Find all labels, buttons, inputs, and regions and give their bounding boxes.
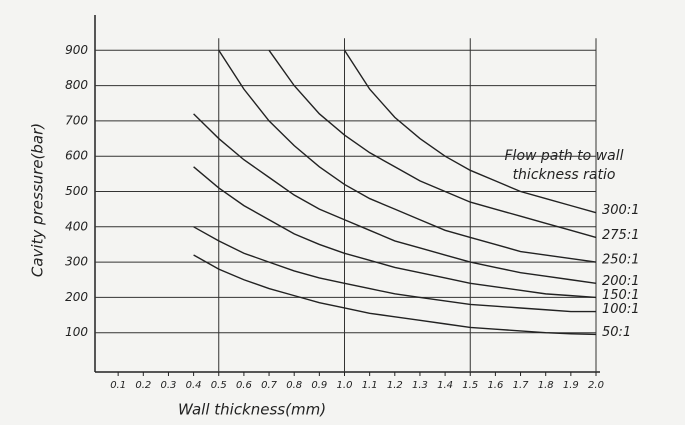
x-tick-label: 0.1: [110, 380, 126, 391]
series-line: [193, 254, 597, 336]
x-tick-label: 2.0: [588, 380, 604, 391]
x-tick-label: 1.9: [563, 380, 579, 391]
x-tick-label: 0.2: [135, 380, 151, 391]
series-label: 300:1: [602, 203, 639, 218]
y-tick-label: 900: [65, 43, 88, 57]
series-label: 250:1: [602, 253, 639, 268]
x-tick-label: 0.3: [160, 380, 176, 391]
y-tick-label: 100: [65, 325, 88, 339]
annotation: thickness ratio: [513, 167, 616, 183]
y-tick-label: 400: [65, 219, 88, 233]
series-label: 275:1: [602, 228, 639, 243]
series-line: [193, 226, 596, 313]
series-line: [193, 166, 597, 299]
series-line: [193, 113, 597, 284]
x-axis-label: Wall thickness(mm): [178, 401, 326, 419]
y-axis-label: Cavity pressure(bar): [29, 123, 47, 277]
series-label: 100:1: [602, 302, 639, 317]
x-tick-label: 0.6: [236, 380, 252, 391]
series-line: [343, 49, 597, 214]
series-label: 150:1: [602, 288, 639, 303]
y-tick-label: 800: [65, 78, 88, 92]
x-tick-label: 1.0: [337, 380, 353, 391]
series-label: 200:1: [602, 274, 639, 289]
x-tick-label: 1.3: [412, 380, 428, 391]
series-line: [218, 49, 597, 263]
x-tick-label: 1.5: [462, 380, 478, 391]
y-tick-label: 200: [65, 290, 88, 304]
x-tick-label: 0.7: [261, 380, 278, 391]
x-tick-label: 1.4: [437, 380, 453, 391]
y-tick-label: 500: [65, 184, 88, 198]
x-tick-label: 0.8: [286, 380, 302, 391]
y-tick-label: 600: [65, 149, 88, 163]
x-tick-label: 1.1: [362, 380, 378, 391]
x-tick-label: 1.6: [487, 380, 503, 391]
x-tick-label: 1.8: [538, 380, 554, 391]
x-tick-label: 0.4: [186, 380, 202, 391]
series-line: [268, 49, 597, 239]
x-tick-label: 0.9: [311, 380, 327, 391]
x-tick-label: 0.5: [211, 380, 227, 391]
y-tick-label: 700: [65, 113, 88, 127]
series-label: 50:1: [602, 325, 631, 340]
x-tick-label: 1.7: [513, 380, 530, 391]
x-tick-label: 1.2: [387, 380, 403, 391]
y-tick-label: 300: [65, 255, 88, 269]
